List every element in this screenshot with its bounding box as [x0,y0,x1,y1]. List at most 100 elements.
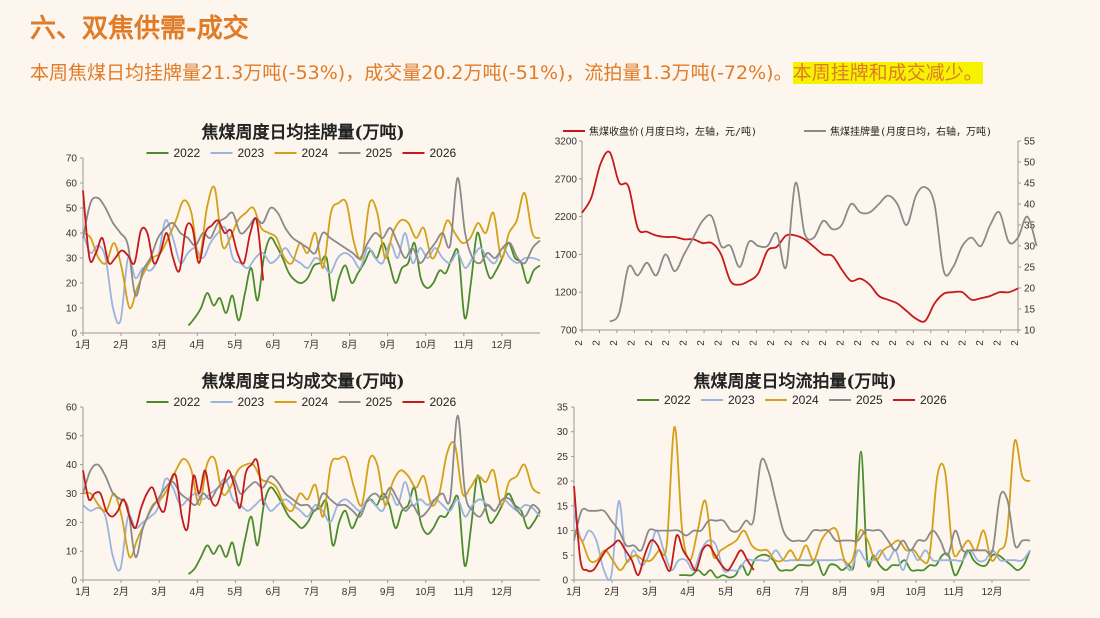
legend-label-2026: 2026 [430,395,457,409]
x-tick-label: 2 [958,340,969,346]
legend-label-2022: 2022 [664,393,691,407]
x-tick-label: 3月 [151,586,167,598]
x-tick-label: 7月 [794,586,810,598]
legend-label-2022: 2022 [174,146,201,160]
left-tick-label: 2700 [555,174,578,185]
y-tick-label: 20 [557,477,569,488]
right-tick-label: 15 [1024,305,1036,316]
x-tick-label: 2 [905,340,916,346]
x-tick-label: 2月 [604,586,620,598]
x-tick-label: 2 [888,340,899,346]
series-line-2026 [82,190,265,281]
x-tick-label: 2 [766,340,777,346]
legend-label-2026: 2026 [920,393,947,407]
x-tick-label: 11月 [454,586,474,598]
y-tick-label: 70 [66,154,78,165]
y-tick-label: 20 [66,279,78,290]
x-tick-label: 10月 [905,586,926,598]
legend-label-2024: 2024 [302,146,329,160]
legend-label-2024: 2024 [792,393,819,407]
x-tick-label: 2 [923,340,934,346]
x-tick-label: 2 [836,340,847,346]
x-tick-label: 2 [574,340,585,346]
x-tick-label: 9月 [380,586,396,598]
left-tick-label: 2200 [555,212,578,223]
x-tick-label: 10月 [415,339,436,351]
y-tick-label: 35 [557,403,569,414]
series-line-2025 [82,414,541,558]
right-tick-label: 50 [1024,158,1036,169]
y-tick-label: 30 [557,427,569,438]
x-tick-label: 2 [853,340,864,346]
x-tick-label: 8月 [832,586,848,598]
x-tick-label: 6月 [266,586,282,598]
y-tick-label: 0 [562,576,568,587]
left-tick-label: 3200 [555,137,578,148]
y-tick-label: 60 [66,179,78,190]
chart1-title: 焦煤周度日均挂牌量(万吨) [200,122,404,143]
x-tick-label: 2月 [113,339,129,351]
y-tick-label: 10 [66,547,78,558]
legend-label-price: 焦煤收盘价(月度日均，左轴，元/吨) [589,125,757,138]
x-tick-label: 11月 [454,339,474,351]
y-tick-label: 0 [71,576,77,587]
legend-label-2025: 2025 [856,393,883,407]
y-tick-label: 10 [557,526,569,537]
chart4-title: 焦煤周度日均流拍量(万吨) [692,371,896,392]
x-tick-label: 12月 [491,339,512,351]
y-tick-label: 40 [66,460,78,471]
x-tick-label: 2 [975,340,986,346]
left-tick-label: 1700 [555,250,578,261]
chart3-title: 焦煤周度日均成交量(万吨) [200,371,404,392]
x-tick-label: 2 [696,340,707,346]
legend-label-2023: 2023 [728,393,755,407]
x-tick-label: 2 [731,340,742,346]
y-tick-label: 10 [66,304,78,315]
x-tick-label: 12月 [981,586,1002,598]
x-tick-label: 1月 [75,586,91,598]
series-line-2024 [573,425,1031,572]
y-tick-label: 30 [66,254,78,265]
x-tick-label: 2 [818,340,829,346]
x-tick-label: 2 [993,340,1004,346]
legend-label-2025: 2025 [366,395,393,409]
x-tick-label: 9月 [380,339,396,351]
legend-label-2026: 2026 [430,146,457,160]
x-tick-label: 2月 [113,586,129,598]
x-tick-label: 2 [591,340,602,346]
chart-2: 0 10 20 30 40 50 60 1月 2月 3月 4月 5月 6月 7月 8月 9月 10月 11月 12月… [66,395,541,598]
right-tick-label: 30 [1024,242,1036,253]
legend-label-2023: 2023 [238,146,265,160]
x-tick-label: 2 [801,340,812,346]
legend-label-2022: 2022 [174,395,201,409]
right-tick-label: 45 [1024,179,1036,190]
chart-0: 0 10 20 30 40 50 60 70 1月 2月 3月 4月 5月 6月 7月 8月 9月 10月 11月 1… [66,146,541,351]
x-tick-label: 2 [748,340,759,346]
series-line-listing [609,182,1038,323]
legend-label-2024: 2024 [302,395,329,409]
x-tick-label: 4月 [189,586,205,598]
page-subtitle: 本周焦煤日均挂牌量21.3万吨(-53%)，成交量20.2万吨(-51%)，流拍… [30,58,983,85]
x-tick-label: 2 [783,340,794,346]
y-tick-label: 5 [562,551,568,562]
legend-label-2023: 2023 [238,395,265,409]
legend-label-listing: 焦煤挂牌量(月度日均，右轴，万吨) [830,125,992,138]
left-tick-label: 700 [560,326,577,337]
x-tick-label: 2 [1010,340,1021,346]
chart-1: 700 1200 1700 2200 2700 3200 10 15 20 25 30 35 40 45 5… [555,125,1038,346]
left-tick-label: 1200 [555,288,578,299]
series-line-price [581,150,1019,323]
right-tick-label: 35 [1024,221,1036,232]
y-tick-label: 25 [557,452,569,463]
series-line-2025 [82,177,541,297]
right-tick-label: 10 [1024,326,1036,337]
right-tick-label: 20 [1024,284,1036,295]
x-tick-label: 3月 [642,586,658,598]
x-tick-label: 1月 [566,586,582,598]
x-tick-label: 2 [940,340,951,346]
x-tick-label: 5月 [228,339,244,351]
x-tick-label: 2 [644,340,655,346]
